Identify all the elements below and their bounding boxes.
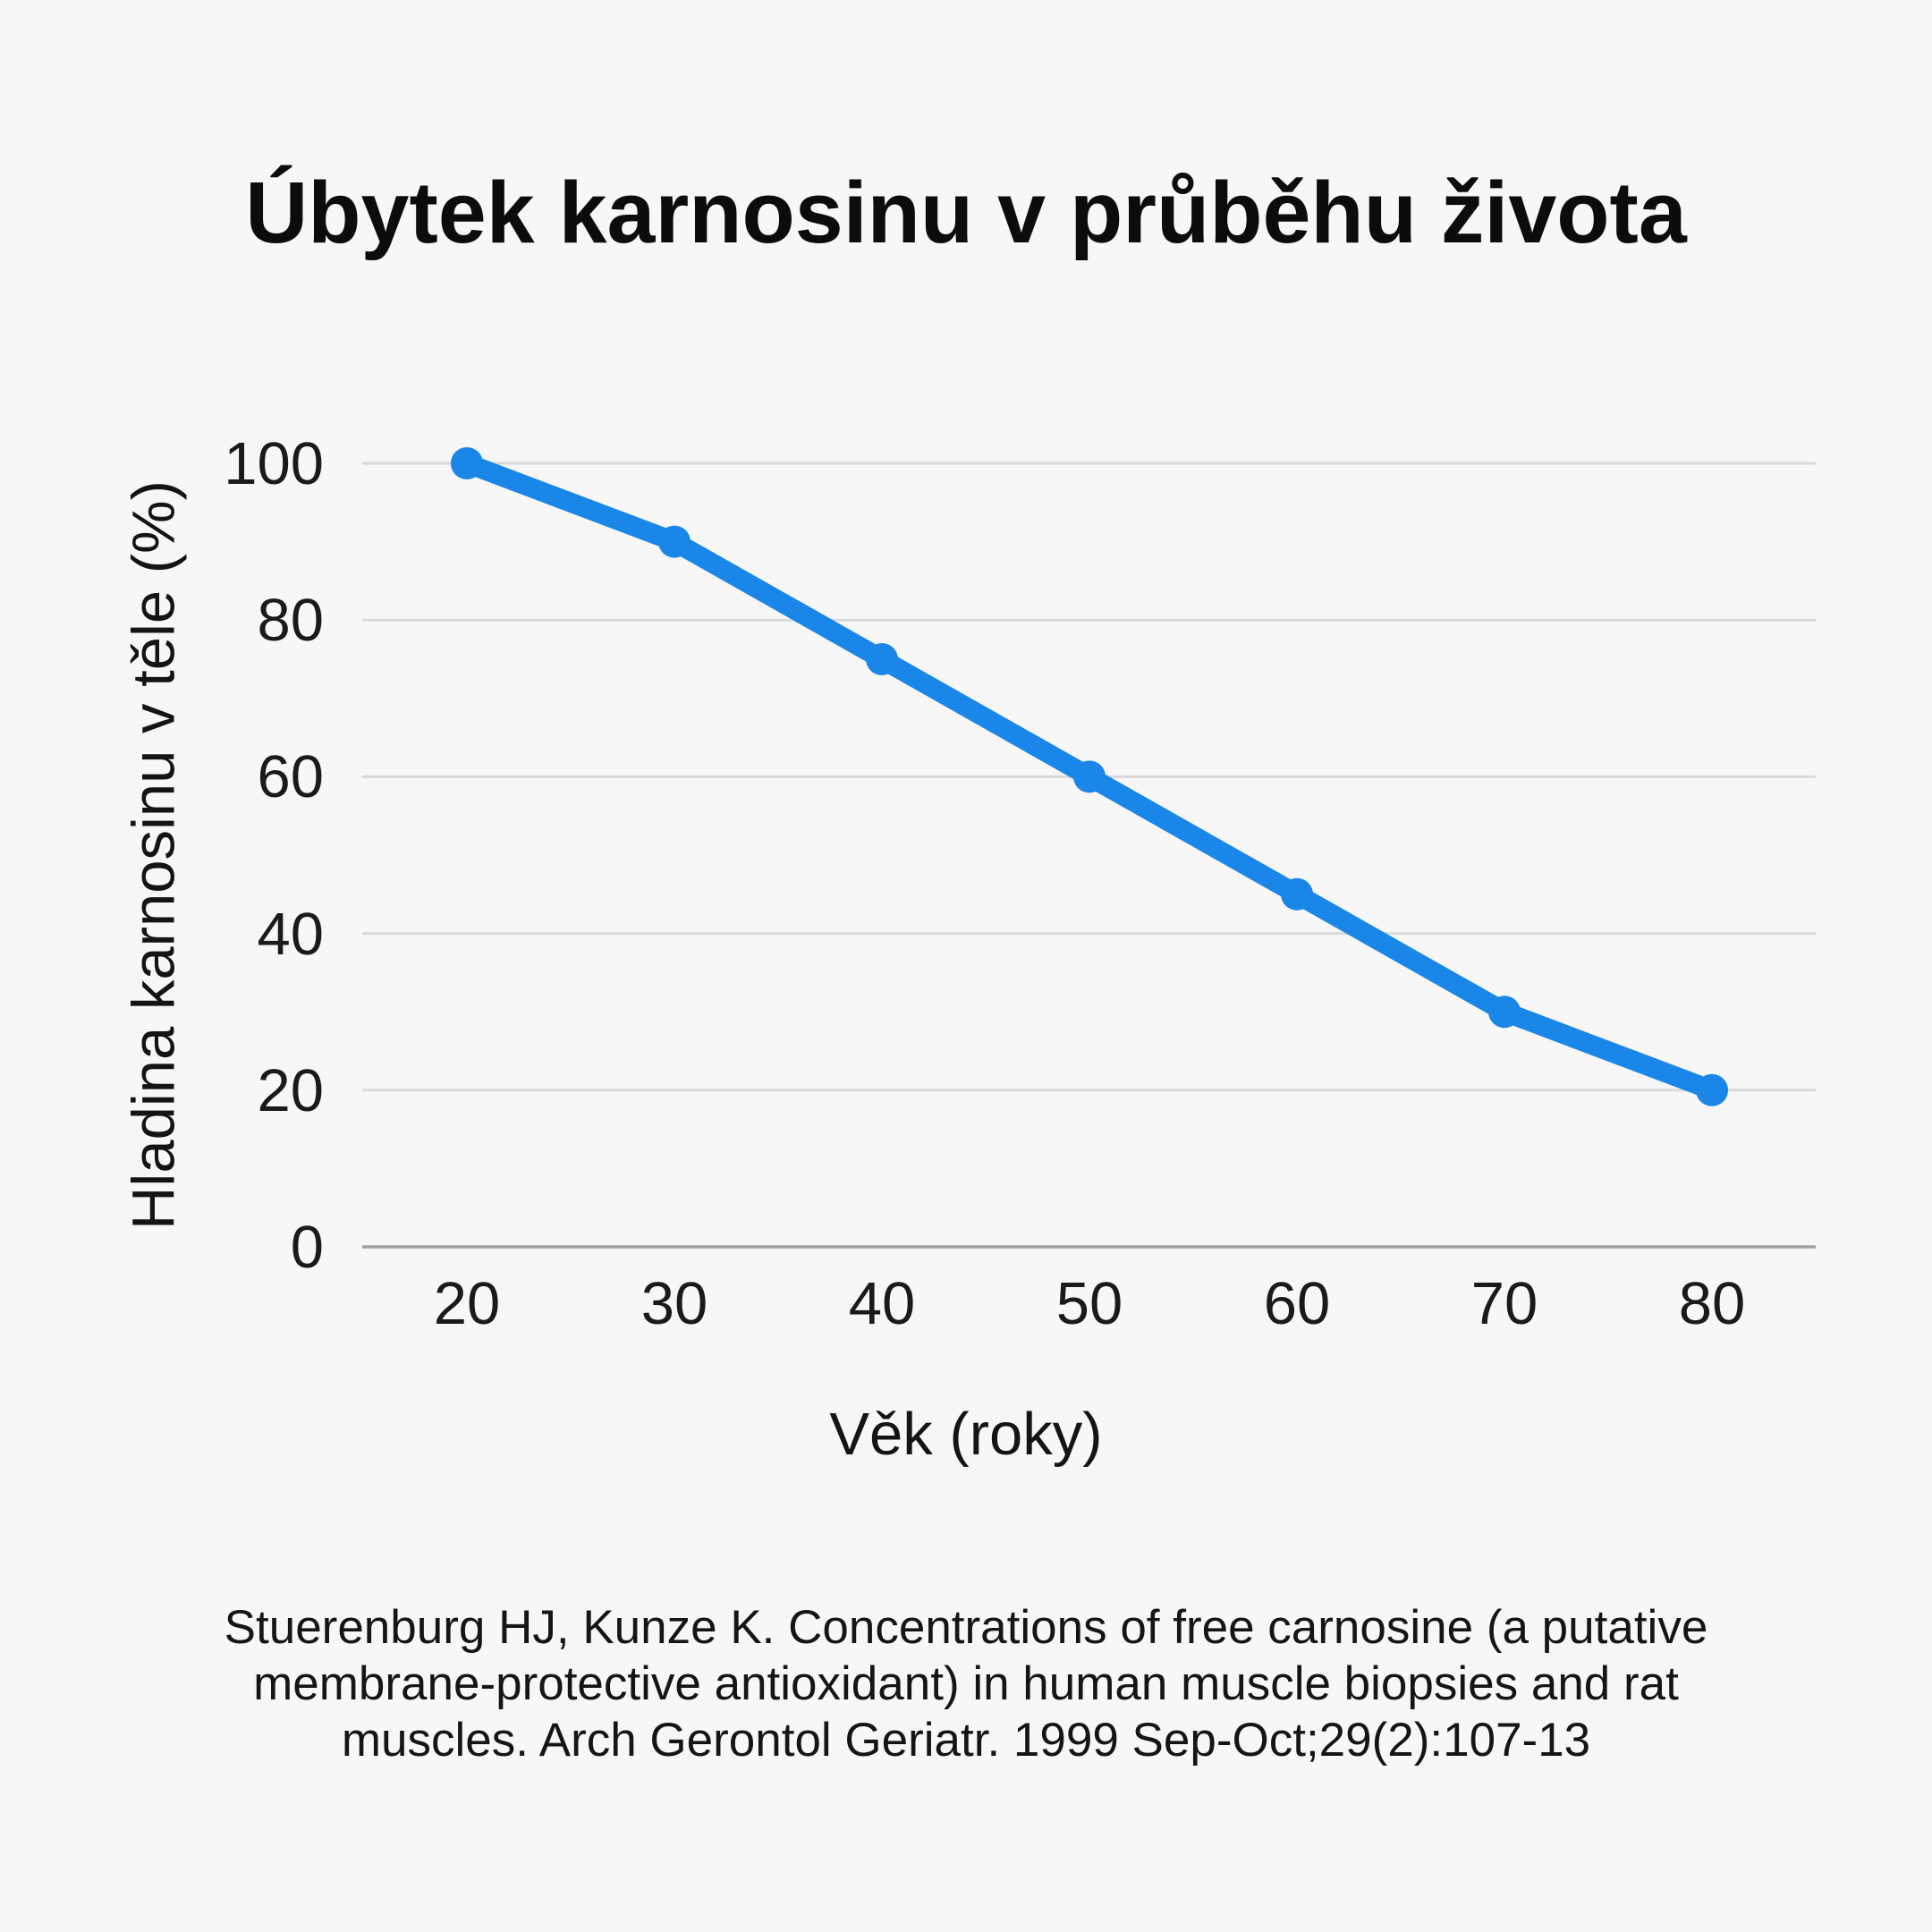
y-tick-label: 0 [290,1214,324,1281]
data-point [451,447,483,479]
citation-line: muscles. Arch Gerontol Geriatr. 1999 Sep… [341,1714,1591,1767]
y-tick-label: 20 [257,1056,324,1124]
y-tick-label: 40 [257,900,324,968]
data-point [658,525,691,558]
x-tick-label: 80 [1678,1270,1746,1337]
x-axis-label: Věk (roky) [829,1401,1103,1468]
x-tick-label: 20 [433,1270,501,1337]
y-tick-label: 100 [224,430,324,497]
data-point [1696,1073,1728,1106]
data-point [1488,996,1521,1029]
citation-line: membrane-protective antioxidant) in huma… [253,1657,1679,1710]
x-tick-label: 30 [640,1270,708,1337]
chart-title: Úbytek karnosinu v průběhu života [245,164,1687,261]
data-point [866,643,898,675]
data-point [1281,877,1313,911]
x-tick-label: 70 [1470,1270,1538,1337]
data-point [1073,760,1106,793]
citation-line: Stuerenburg HJ, Kunze K. Concentrations … [224,1601,1708,1654]
x-tick-label: 40 [848,1270,916,1337]
x-tick-label: 50 [1055,1270,1123,1337]
y-tick-label: 80 [257,587,324,655]
y-tick-label: 60 [257,743,324,811]
x-tick-label: 60 [1263,1270,1331,1337]
citation: Stuerenburg HJ, Kunze K. Concentrations … [0,1599,1932,1768]
